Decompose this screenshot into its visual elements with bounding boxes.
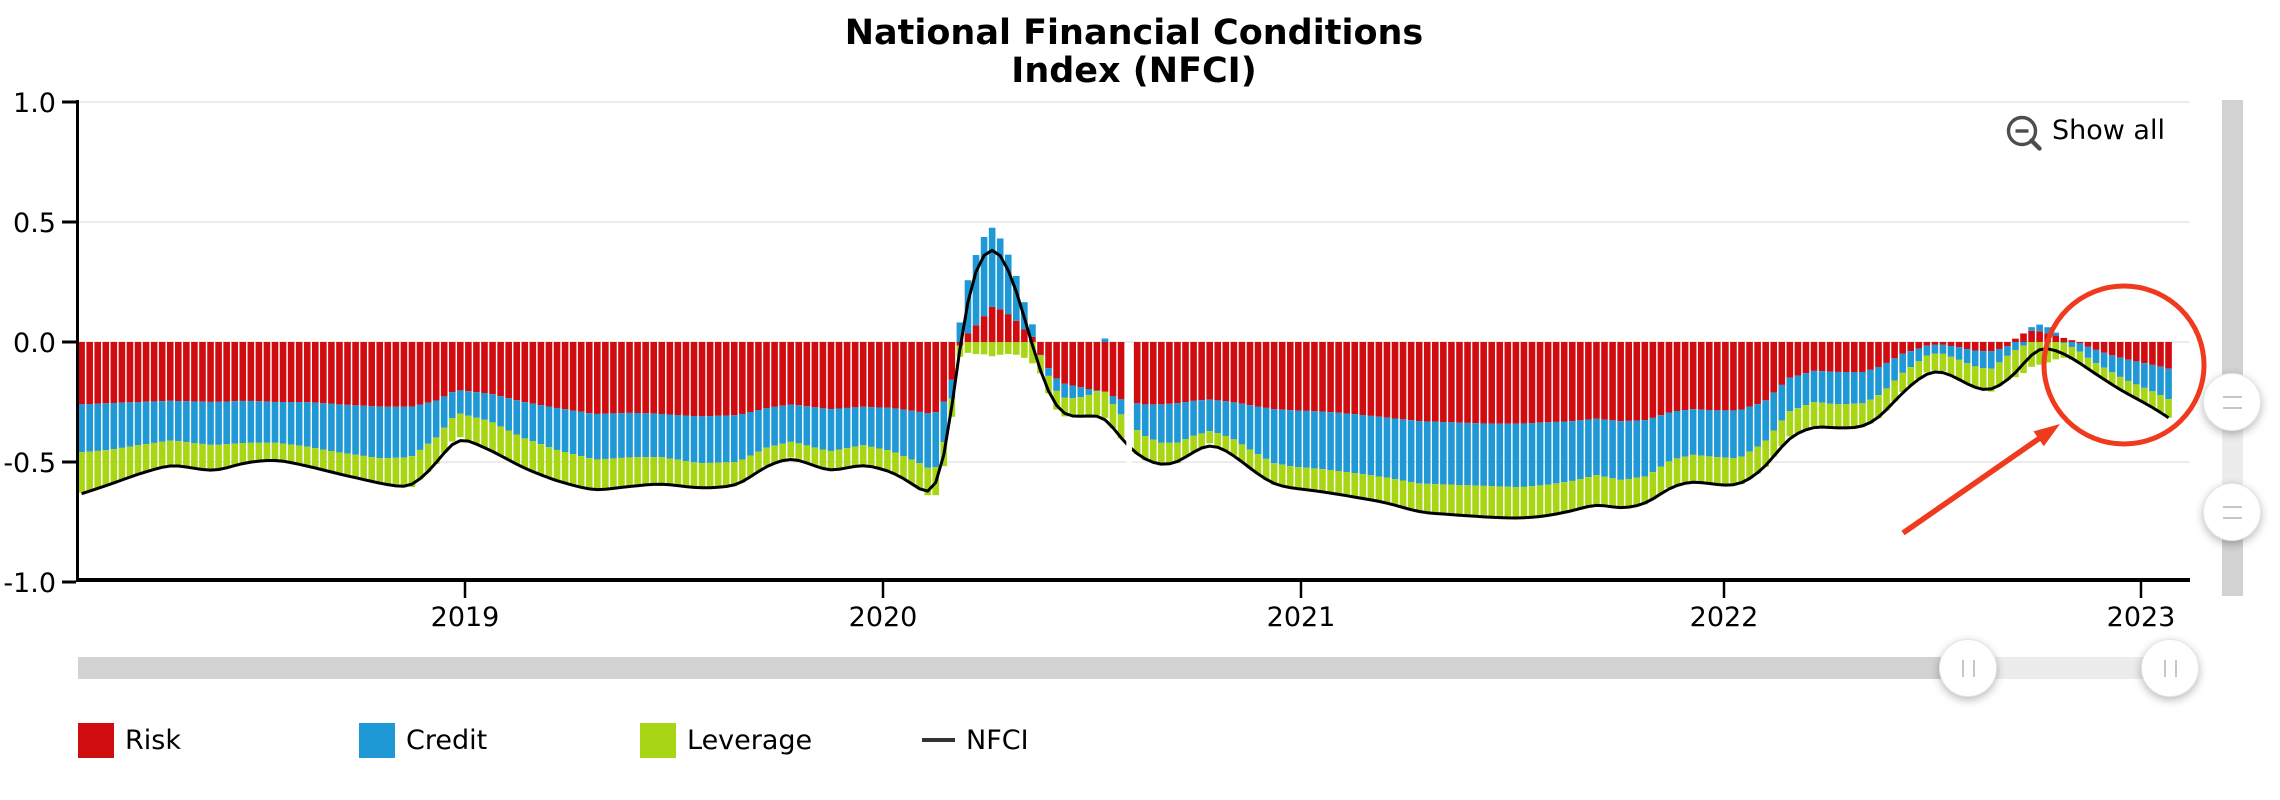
y-range-bottom-handle[interactable] [2203, 483, 2261, 541]
legend-item-credit[interactable]: Credit [359, 722, 487, 758]
chart-title: National Financial Conditions Index (NFC… [0, 14, 2268, 90]
legend-label-credit: Credit [406, 724, 488, 756]
show-all-label: Show all [2052, 115, 2165, 146]
legend-item-risk[interactable]: Risk [78, 722, 181, 758]
show-all-button[interactable]: Show all [2000, 109, 2165, 153]
svg-text:0.0: 0.0 [13, 328, 56, 359]
leverage-swatch [640, 722, 676, 758]
x-range-right-handle[interactable] [2141, 639, 2199, 697]
chart-title-line2: Index (NFCI) [1011, 51, 1257, 91]
y-range-top-handle[interactable] [2203, 373, 2261, 431]
svg-text:2020: 2020 [849, 602, 918, 633]
grip-lines-icon [2222, 395, 2242, 409]
legend-label-leverage: Leverage [687, 724, 813, 756]
x-range-left-handle[interactable] [1939, 639, 1997, 697]
svg-text:0.5: 0.5 [13, 208, 56, 239]
credit-swatch [359, 722, 395, 758]
svg-text:-1.0: -1.0 [3, 568, 56, 599]
zoom-out-icon [2006, 115, 2042, 151]
legend-item-leverage[interactable]: Leverage [640, 722, 812, 758]
legend-label-risk: Risk [125, 724, 181, 756]
svg-text:-0.5: -0.5 [3, 448, 56, 479]
svg-text:2021: 2021 [1267, 602, 1336, 633]
grip-lines-icon [2222, 505, 2242, 519]
chart-title-line1: National Financial Conditions [844, 13, 1424, 53]
x-range-scrollbar-track[interactable] [78, 657, 2172, 679]
svg-text:2019: 2019 [431, 602, 500, 633]
risk-swatch [78, 722, 114, 758]
svg-text:2023: 2023 [2107, 602, 2176, 633]
legend-label-nfci: NFCI [966, 724, 1029, 756]
svg-text:1.0: 1.0 [13, 88, 56, 119]
legend-item-nfci[interactable]: NFCI [922, 722, 1029, 758]
svg-text:2022: 2022 [1690, 602, 1759, 633]
nfci-line-swatch [922, 738, 955, 742]
x-range-selected-region[interactable] [1968, 657, 2172, 679]
grip-lines-icon [2163, 659, 2177, 677]
grip-lines-icon [1961, 659, 1975, 677]
